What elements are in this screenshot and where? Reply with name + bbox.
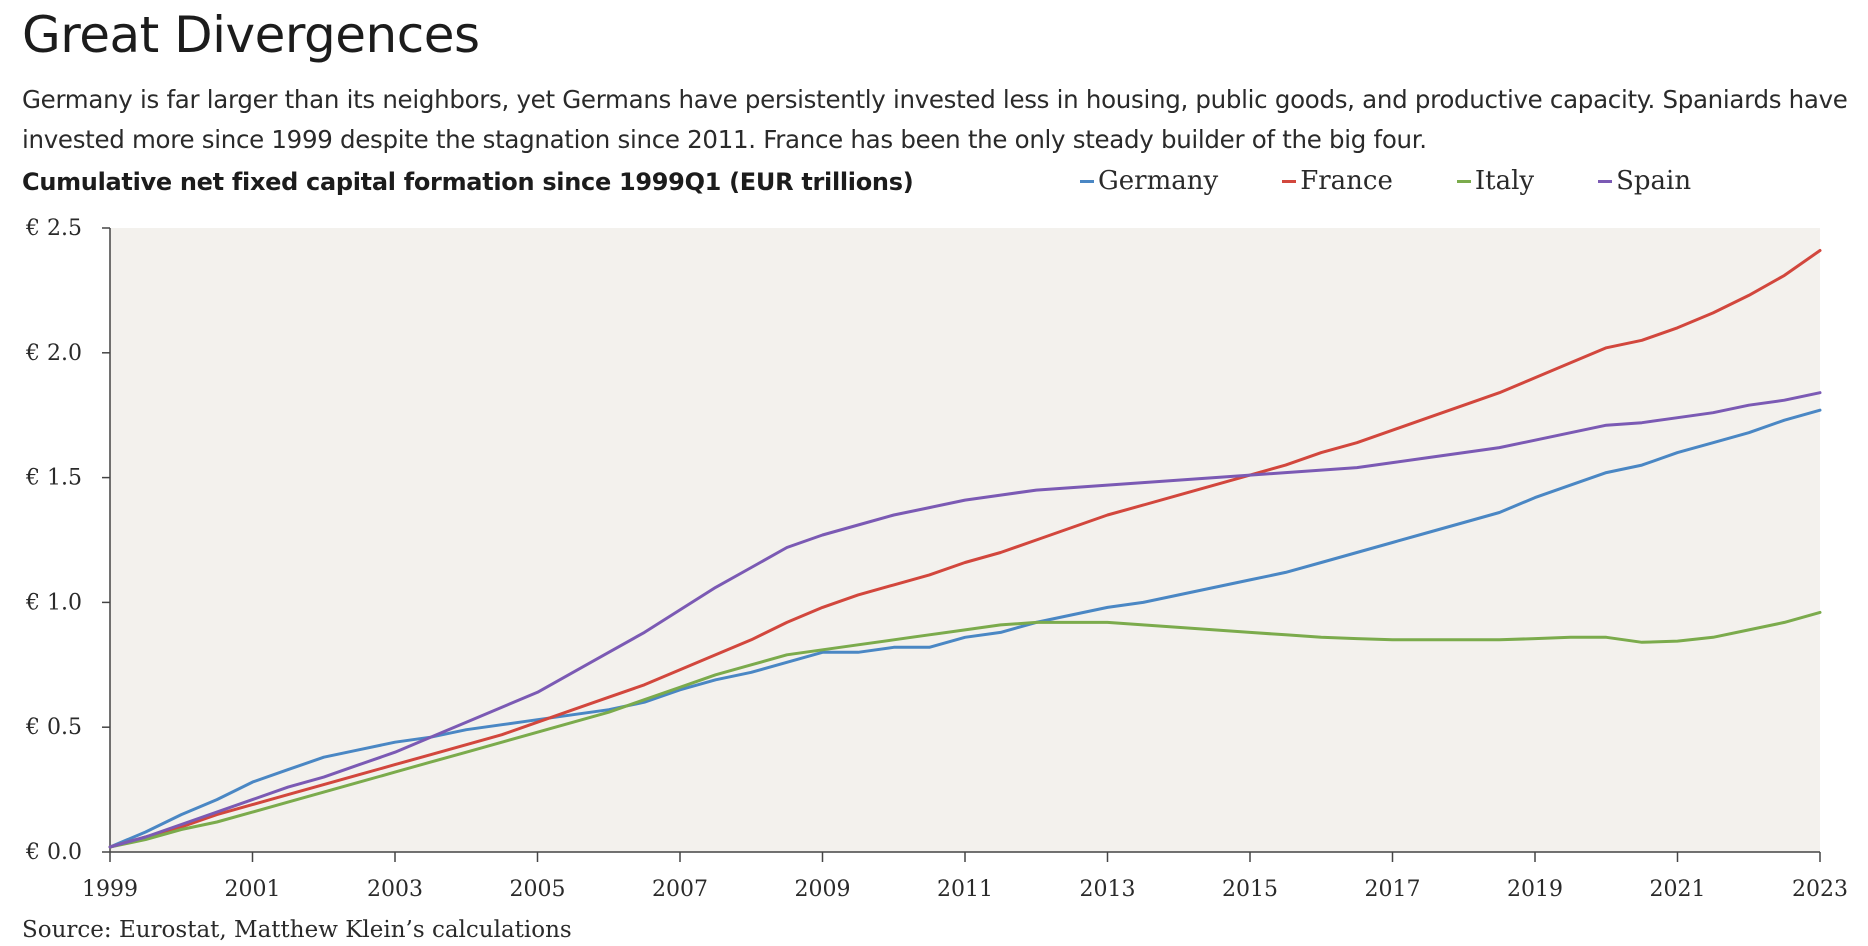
page-title: Great Divergences	[22, 6, 480, 64]
x-tick-label: 2019	[1507, 877, 1563, 902]
legend-item-germany: Germany	[1080, 166, 1218, 196]
legend-swatch-spain	[1598, 179, 1613, 183]
x-tick-label: 2003	[367, 877, 423, 902]
series-line-spain	[108, 391, 1822, 849]
legend: Germany France Italy Spain	[1080, 166, 1755, 196]
legend-label-spain: Spain	[1616, 166, 1692, 196]
legend-item-spain: Spain	[1598, 166, 1691, 196]
series-line-italy	[108, 610, 1822, 849]
x-tick-label: 2021	[1650, 877, 1706, 902]
x-tick-label: 2007	[652, 877, 708, 902]
x-tick-label: 2011	[937, 877, 993, 902]
y-tick-label: € 2.0	[25, 341, 82, 366]
legend-swatch-france	[1282, 179, 1297, 183]
series-line-france	[108, 249, 1822, 849]
chart-title: Cumulative net fixed capital formation s…	[22, 168, 914, 196]
y-tick-label: € 2.5	[25, 216, 82, 241]
legend-swatch-germany	[1080, 179, 1094, 183]
source-note: Source: Eurostat, Matthew Klein’s calcul…	[22, 917, 572, 943]
series-line-germany	[108, 408, 1822, 849]
legend-item-italy: Italy	[1456, 166, 1535, 196]
legend-item-france: France	[1282, 166, 1393, 196]
x-tick-label: 2001	[225, 877, 281, 902]
legend-swatch-italy	[1456, 179, 1471, 183]
y-tick-label: € 1.0	[25, 590, 82, 615]
legend-label-italy: Italy	[1474, 166, 1535, 196]
y-tick-label: € 0.0	[25, 840, 82, 865]
plot-area: € 0.0 € 0.5 € 1.0 € 1.5 € 2.0 € 2.5 1999 2001 20…	[25, 216, 1848, 902]
y-tick-label: € 0.5	[25, 715, 82, 740]
x-tick-label: 2013	[1080, 877, 1136, 902]
legend-label-france: France	[1300, 166, 1393, 196]
legend-label-germany: Germany	[1098, 166, 1219, 196]
page-subtitle: Germany is far larger than its neighbors…	[22, 85, 1848, 154]
x-tick-label: 2005	[510, 877, 566, 902]
x-tick-label: 2009	[795, 877, 851, 902]
x-tick-label: 2023	[1792, 877, 1848, 902]
plot-background	[110, 228, 1820, 852]
x-tick-label: 2017	[1365, 877, 1421, 902]
x-tick-label: 1999	[82, 877, 138, 902]
x-tick-label: 2015	[1222, 877, 1278, 902]
y-tick-label: € 1.5	[25, 466, 82, 491]
